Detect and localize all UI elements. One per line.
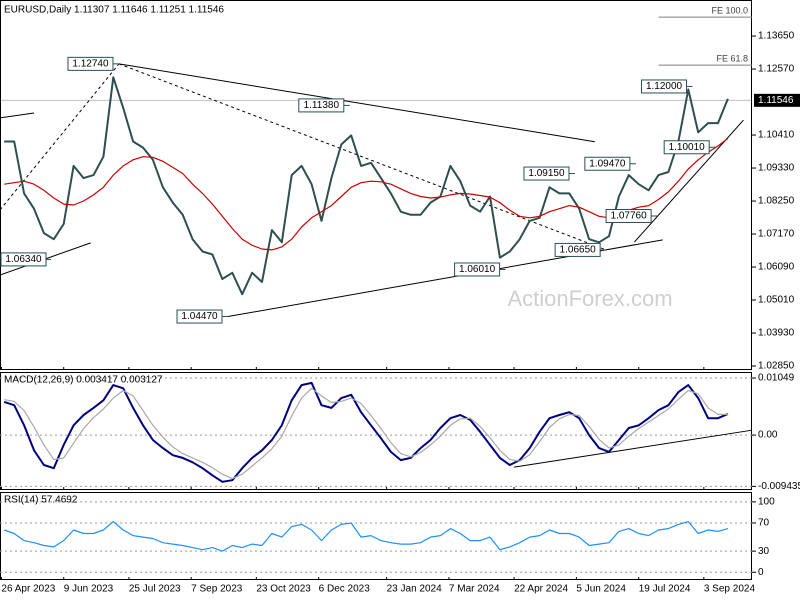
panel-frame [0,0,752,370]
current-price-box [754,93,800,107]
panel-title: RSI(14) 57.4692 [4,495,78,506]
x-tick-label: 19 Jul 2024 [639,584,691,595]
watermark: ActionForex.com [507,286,672,311]
annotation-box [663,140,710,155]
annotation-box [0,252,47,267]
y-tick-label: 1.02850 [758,361,795,372]
x-tick-label: 7 Mar 2024 [449,584,500,595]
series-line [4,387,728,480]
y-tick-label: 1.08250 [758,196,795,207]
annotation-box [176,309,223,324]
fe-label: FE 100.0 [711,5,748,15]
annotation-label: 1.06340 [5,254,42,265]
annotation-label: 1.10010 [669,142,706,153]
x-tick-label: 23 Oct 2023 [256,584,311,595]
y-tick-label: 1.03930 [758,328,795,339]
y-tick-label: 70 [758,518,770,529]
annotation-box [67,56,114,71]
x-tick-label: 7 Sep 2023 [191,584,243,595]
series-line [4,521,729,552]
y-tick-label: 1.07170 [758,229,795,240]
y-tick-label: 1.12570 [758,64,795,75]
annotation-label: 1.12740 [72,58,109,69]
trendline [0,112,35,119]
y-tick-label: -0.009435 [758,481,800,492]
annotation-label: 1.11380 [304,100,340,111]
annotation-box [554,242,601,257]
y-tick-label: 1.10410 [758,130,795,141]
trendline [0,63,120,211]
y-tick-label: 1.05010 [758,295,795,306]
trendline [118,63,607,251]
annotation-box [298,98,345,113]
annotation-box [605,209,652,224]
annotation-label: 1.09150 [528,168,565,179]
x-tick-label: 3 Sep 2024 [704,584,756,595]
panel-title: MACD(12,26,9) 0.003417 0.003127 [4,375,163,386]
trendline [118,63,595,143]
annotation-label: 1.06010 [459,264,496,275]
y-tick-label: 30 [758,546,770,557]
annotation-label: 1.07760 [611,211,648,222]
annotation-label: 1.06650 [560,245,597,256]
trendline [514,429,753,468]
y-tick-label: 1.06090 [758,262,795,273]
x-tick-label: 26 Apr 2023 [1,584,55,595]
y-tick-label: 1.09330 [758,163,795,174]
annotation-label: 1.12000 [646,81,683,92]
series-line [4,76,729,296]
y-tick-label: 0.00 [758,430,778,441]
y-tick-label: 1.13650 [758,31,795,42]
y-tick-label: 0.01049 [758,373,795,384]
y-tick-label: 0 [758,567,764,578]
current-price-label: 1.11546 [758,95,794,106]
x-tick-label: 22 Apr 2024 [514,584,568,595]
panel-frame [0,372,752,490]
x-tick-label: 9 Jun 2023 [64,584,114,595]
x-tick-label: 5 Jun 2024 [576,584,626,595]
annotation-label: 1.04470 [181,311,218,322]
annotation-box [584,156,631,171]
annotation-label: 1.09470 [589,158,626,169]
fe-label: FE 61.8 [716,53,748,63]
y-tick-label: 100 [758,496,775,507]
annotation-box [641,79,688,94]
x-tick-label: 6 Dec 2023 [319,584,371,595]
x-tick-label: 25 Jul 2023 [129,584,181,595]
annotation-box [454,262,501,277]
annotation-box [523,166,570,181]
panel-frame [0,492,752,580]
chart-title: EURUSD,Daily 1.11307 1.11646 1.11251 1.1… [4,5,224,16]
x-tick-label: 23 Jan 2024 [387,584,442,595]
